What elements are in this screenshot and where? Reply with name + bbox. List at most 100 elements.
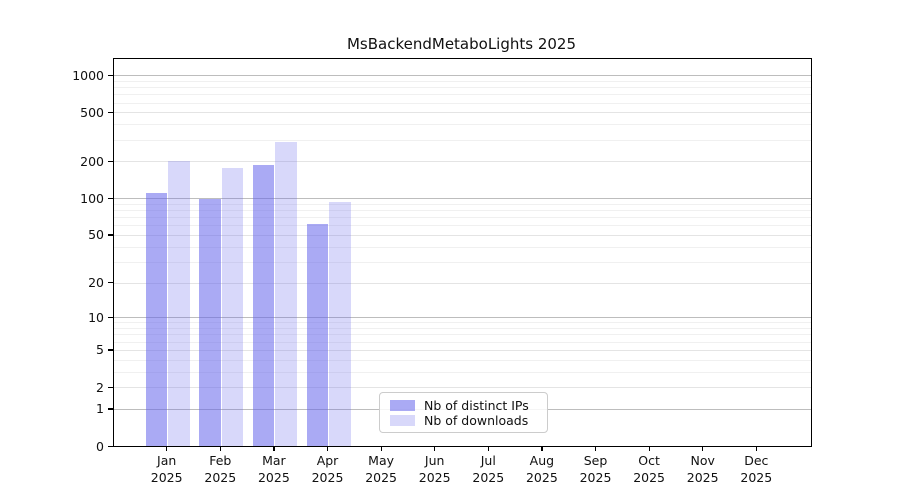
y-tick-mark-2 xyxy=(108,386,113,388)
gridline-y-1000 xyxy=(114,75,811,77)
x-tick-mark-mar xyxy=(273,447,275,451)
bar-distinct-ips-mar xyxy=(252,164,275,446)
gridline-y-500 xyxy=(114,112,811,114)
bar-downloads-mar xyxy=(275,142,297,446)
x-tick-year: 2025 xyxy=(150,469,183,485)
x-tick-month: Jul xyxy=(480,453,496,468)
gridline-y-800 xyxy=(114,87,811,89)
x-tick-label-nov: Nov 2025 xyxy=(672,453,734,486)
gridline-y-3 xyxy=(114,371,811,373)
x-tick-mark-aug xyxy=(541,447,543,451)
y-tick-mark-500 xyxy=(108,111,113,114)
gridline-y-600 xyxy=(114,102,811,104)
x-tick-mark-may xyxy=(380,447,382,451)
gridline-y-4 xyxy=(114,359,811,361)
legend-label-downloads: Nb of downloads xyxy=(424,413,529,428)
x-tick-month: Mar xyxy=(262,453,286,468)
x-tick-month: Sep xyxy=(583,453,608,468)
x-tick-mark-jan xyxy=(166,447,168,451)
y-tick-mark-0 xyxy=(108,445,113,447)
x-tick-year: 2025 xyxy=(579,469,612,485)
y-tick-mark-50 xyxy=(108,234,113,236)
x-tick-label-aug: Aug 2025 xyxy=(511,453,573,486)
y-tick-label-0: 0 xyxy=(96,438,104,454)
bar-distinct-ips-apr xyxy=(306,223,328,446)
y-tick-mark-1000 xyxy=(108,74,113,76)
gridline-y-300 xyxy=(114,139,811,141)
gridline-y-40 xyxy=(114,246,811,248)
legend-swatch-downloads xyxy=(390,415,415,426)
x-tick-year: 2025 xyxy=(525,469,558,485)
y-tick-mark-5 xyxy=(108,349,113,351)
x-tick-year: 2025 xyxy=(365,469,397,485)
gridline-y-8 xyxy=(114,328,811,330)
x-tick-mark-oct xyxy=(648,447,650,451)
x-tick-mark-sep xyxy=(595,447,597,451)
legend: Nb of distinct IPs Nb of downloads xyxy=(379,392,548,433)
x-tick-label-jul: Jul 2025 xyxy=(457,453,519,486)
gridline-y-70 xyxy=(114,217,811,219)
x-tick-month: Feb xyxy=(209,453,232,468)
x-tick-label-apr: Apr 2025 xyxy=(297,453,359,486)
x-tick-month: Aug xyxy=(529,453,555,468)
gridline-y-30 xyxy=(114,261,811,263)
chart-title: MsBackendMetaboLights 2025 xyxy=(346,35,577,53)
y-tick-mark-1 xyxy=(108,408,113,410)
x-tick-month: Oct xyxy=(638,453,660,468)
y-tick-mark-10 xyxy=(108,316,113,319)
x-tick-mark-dec xyxy=(755,447,758,451)
gridline-y-60 xyxy=(114,225,811,227)
x-tick-month: Nov xyxy=(690,453,715,468)
bar-downloads-apr xyxy=(329,202,351,446)
y-tick-label-10: 10 xyxy=(88,309,104,325)
x-tick-label-sep: Sep 2025 xyxy=(565,453,627,486)
gridline-y-6 xyxy=(114,341,811,343)
y-tick-mark-100 xyxy=(108,197,113,200)
x-tick-label-jun: Jun 2025 xyxy=(404,453,466,486)
y-tick-label-500: 500 xyxy=(80,104,104,120)
x-tick-year: 2025 xyxy=(311,469,344,485)
x-tick-mark-jun xyxy=(434,447,436,451)
x-tick-month: Jan xyxy=(157,453,177,468)
y-tick-label-20: 20 xyxy=(88,275,104,291)
plot-area xyxy=(113,58,812,447)
bar-distinct-ips-feb xyxy=(199,198,221,446)
bar-distinct-ips-jan xyxy=(145,193,168,446)
x-tick-label-feb: Feb 2025 xyxy=(189,453,251,486)
bar-downloads-feb xyxy=(221,167,244,446)
y-tick-label-100: 100 xyxy=(80,190,104,206)
x-tick-year: 2025 xyxy=(740,469,773,485)
x-tick-mark-apr xyxy=(327,447,329,451)
gridline-y-80 xyxy=(114,210,811,212)
x-tick-year: 2025 xyxy=(257,469,290,485)
x-tick-mark-nov xyxy=(702,447,704,451)
legend-item-distinct-ips: Nb of distinct IPs xyxy=(390,398,539,413)
bar-downloads-jan xyxy=(168,160,190,446)
y-tick-mark-20 xyxy=(108,282,113,284)
x-tick-month: Dec xyxy=(744,453,769,468)
y-tick-mark-200 xyxy=(108,160,113,163)
gridline-y-900 xyxy=(114,80,811,82)
gridline-y-90 xyxy=(114,203,811,205)
y-tick-label-200: 200 xyxy=(80,153,104,169)
gridline-y-200 xyxy=(114,161,811,163)
gridline-y-20 xyxy=(114,282,811,284)
x-tick-month: May xyxy=(368,453,395,468)
x-tick-label-dec: Dec 2025 xyxy=(725,453,787,486)
y-tick-label-5: 5 xyxy=(96,342,104,358)
y-tick-label-50: 50 xyxy=(88,227,104,243)
x-tick-label-jan: Jan 2025 xyxy=(136,453,198,486)
y-tick-label-1000: 1000 xyxy=(72,67,104,83)
legend-swatch-distinct-ips xyxy=(390,400,415,411)
gridline-y-50 xyxy=(114,234,811,236)
x-tick-year: 2025 xyxy=(686,469,719,485)
x-tick-mark-jul xyxy=(487,447,490,451)
gridline-y-700 xyxy=(114,94,811,96)
x-tick-month: Apr xyxy=(316,453,339,468)
x-tick-label-mar: Mar 2025 xyxy=(243,453,305,486)
x-tick-year: 2025 xyxy=(418,469,451,485)
gridline-y-100 xyxy=(114,198,811,200)
gridline-y-10 xyxy=(114,317,811,319)
gridline-y-400 xyxy=(114,124,811,126)
